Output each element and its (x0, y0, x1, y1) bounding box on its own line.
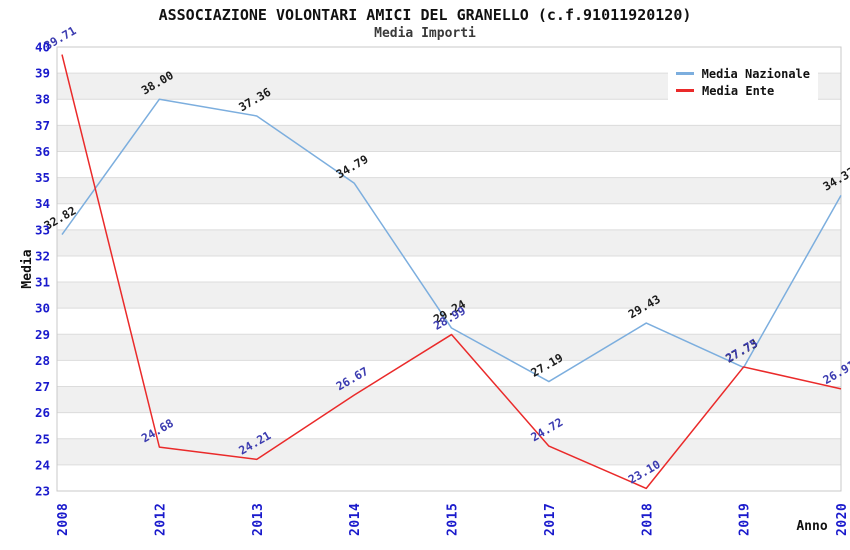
legend-swatch-media-ente-icon (676, 89, 694, 92)
x-tick-label: 2013 (251, 503, 266, 536)
gridlines (57, 46, 841, 492)
x-tick-labels: 2008 2012 2013 2014 2015 2017 2018 2019 2020 (56, 503, 850, 536)
y-tick-label: 33 (35, 222, 50, 237)
data-point-label: 26.91 (821, 358, 850, 387)
y-tick-label: 28 (35, 353, 50, 368)
y-tick-label: 40 (35, 40, 50, 55)
y-tick-label: 39 (35, 66, 50, 81)
x-tick-label: 2018 (640, 503, 655, 536)
y-tick-label: 30 (35, 301, 50, 316)
y-tick-label: 32 (35, 248, 50, 263)
series-line-media-ente (61, 54, 842, 490)
y-tick-label: 31 (35, 275, 50, 290)
plot-band (57, 177, 841, 204)
y-tick-label: 29 (35, 327, 50, 342)
legend-label-media-ente: Media Ente (702, 83, 775, 98)
series-line-media-nazionale (61, 98, 842, 383)
plot-band (57, 125, 841, 152)
plot-band (57, 334, 841, 361)
x-tick-label: 2020 (835, 503, 850, 536)
y-tick-labels: 23 24 25 26 27 28 29 30 31 32 33 34 35 36 37 38 39 40 (35, 40, 50, 499)
chart-title: ASSOCIAZIONE VOLONTARI AMICI DEL GRANELL… (158, 6, 692, 24)
x-tick-label: 2017 (543, 503, 558, 536)
series-lines (61, 54, 842, 490)
y-tick-label: 24 (35, 457, 50, 472)
plot-band (57, 282, 841, 309)
y-tick-label: 23 (35, 484, 50, 499)
y-tick-label: 35 (35, 170, 50, 185)
y-tick-label: 36 (35, 144, 50, 159)
legend-item-media-ente: Media Ente (676, 83, 810, 98)
legend: Media Nazionale Media Ente (668, 57, 818, 107)
y-tick-label: 34 (35, 196, 50, 211)
y-tick-label: 37 (35, 118, 50, 133)
y-tick-label: 38 (35, 92, 50, 107)
y-tick-label: 27 (35, 379, 50, 394)
x-tick-label: 2008 (56, 503, 71, 536)
data-point-label: 34.79 (334, 152, 371, 181)
x-tick-label: 2012 (153, 503, 168, 536)
plot-band (57, 386, 841, 413)
plot-band (57, 229, 841, 256)
plot-band (57, 438, 841, 465)
legend-label-media-nazionale: Media Nazionale (701, 66, 810, 81)
y-tick-label: 26 (35, 405, 50, 420)
x-axis-title: Anno (796, 519, 827, 534)
x-tick-label: 2019 (738, 503, 753, 536)
legend-swatch-media-nazionale-icon (676, 72, 694, 75)
y-tick-label: 25 (35, 431, 50, 446)
x-tick-label: 2015 (446, 503, 461, 536)
plot-bands (57, 73, 841, 465)
plot-border (56, 46, 842, 492)
chart-subtitle: Media Importi (374, 26, 476, 41)
x-tick-label: 2014 (348, 503, 363, 536)
y-axis-title: Media (20, 249, 35, 288)
legend-item-media-nazionale: Media Nazionale (676, 66, 810, 81)
